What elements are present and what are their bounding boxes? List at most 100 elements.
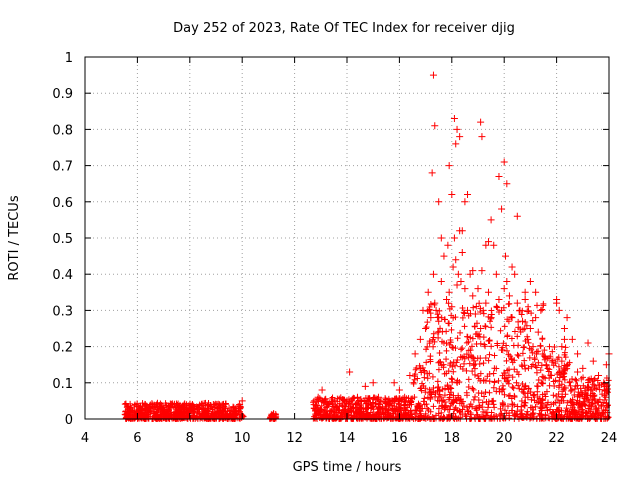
background-point — [555, 408, 562, 415]
background-point — [582, 412, 589, 419]
background-point — [268, 415, 275, 422]
data-point — [401, 393, 409, 401]
data-point — [498, 205, 506, 213]
x-axis-title: GPS time / hours — [293, 460, 402, 475]
background-point — [320, 399, 327, 406]
background-point — [561, 373, 568, 380]
background-point — [509, 374, 516, 381]
data-point — [428, 169, 436, 177]
background-point — [443, 356, 450, 363]
background-point — [558, 368, 565, 375]
background-point — [423, 359, 430, 366]
background-point — [524, 408, 531, 415]
background-point — [562, 391, 569, 398]
background-point — [421, 395, 428, 402]
background-point — [434, 378, 441, 385]
background-point — [420, 398, 427, 405]
data-point — [529, 343, 537, 351]
background-point — [513, 411, 520, 418]
data-point — [427, 314, 435, 322]
background-point — [504, 332, 511, 339]
data-point — [482, 299, 490, 307]
background-point — [502, 407, 509, 414]
background-point — [456, 407, 463, 414]
data-point — [519, 317, 527, 325]
background-point — [519, 363, 526, 370]
background-point — [455, 392, 462, 399]
background-point — [477, 355, 484, 362]
data-point — [524, 335, 532, 343]
data-point — [484, 238, 492, 246]
background-point — [476, 300, 483, 307]
background-point — [429, 373, 436, 380]
data-point — [457, 277, 465, 285]
background-point — [555, 363, 562, 370]
background-point — [493, 388, 500, 395]
background-point — [576, 411, 583, 418]
data-point — [452, 256, 460, 264]
background-point — [424, 343, 431, 350]
background-point — [481, 393, 488, 400]
background-point — [461, 323, 468, 330]
background-point — [390, 410, 397, 417]
background-point — [501, 323, 508, 330]
data-point — [270, 410, 278, 418]
background-point — [473, 340, 480, 347]
background-point — [459, 398, 466, 405]
x-tick-label: 4 — [81, 431, 89, 446]
data-point — [431, 122, 439, 130]
background-point — [556, 382, 563, 389]
background-point — [448, 326, 455, 333]
background-point — [509, 407, 516, 414]
background-point — [599, 410, 606, 417]
data-point — [500, 285, 508, 293]
data-point — [505, 292, 513, 300]
background-point — [511, 366, 518, 373]
background-point — [533, 383, 540, 390]
background-point — [561, 376, 568, 383]
background-point — [422, 385, 429, 392]
background-point — [470, 304, 477, 311]
background-point — [479, 404, 486, 411]
background-point — [563, 413, 570, 420]
background-point — [482, 323, 489, 330]
background-point — [515, 371, 522, 378]
background-point — [519, 350, 526, 357]
background-point — [511, 328, 518, 335]
data-point — [236, 401, 244, 409]
background-point — [539, 405, 546, 412]
background-point — [450, 368, 457, 375]
background-point — [546, 382, 553, 389]
background-point — [391, 395, 398, 402]
background-point — [435, 328, 442, 335]
data-point — [435, 198, 443, 206]
data-point — [431, 299, 439, 307]
background-point — [530, 392, 537, 399]
data-point — [511, 270, 519, 278]
background-point — [398, 398, 405, 405]
background-point — [341, 407, 348, 414]
background-point — [558, 397, 565, 404]
background-point — [591, 396, 598, 403]
background-point — [151, 410, 158, 417]
data-point — [487, 314, 495, 322]
background-point — [528, 396, 535, 403]
data-point — [333, 404, 341, 412]
background-point — [585, 415, 592, 422]
data-point — [508, 314, 516, 322]
background-point — [581, 387, 588, 394]
data-point — [478, 133, 486, 141]
x-tick-label: 24 — [601, 431, 618, 446]
background-point — [573, 377, 580, 384]
background-point — [369, 399, 376, 406]
background-point — [503, 357, 510, 364]
background-point — [489, 397, 496, 404]
data-point — [464, 306, 472, 314]
data-point — [563, 314, 571, 322]
background-point — [488, 343, 495, 350]
y-tick-label: 0.1 — [52, 377, 73, 392]
data-point — [230, 408, 238, 416]
background-point — [485, 357, 492, 364]
data-point — [317, 408, 325, 416]
data-point — [461, 285, 469, 293]
